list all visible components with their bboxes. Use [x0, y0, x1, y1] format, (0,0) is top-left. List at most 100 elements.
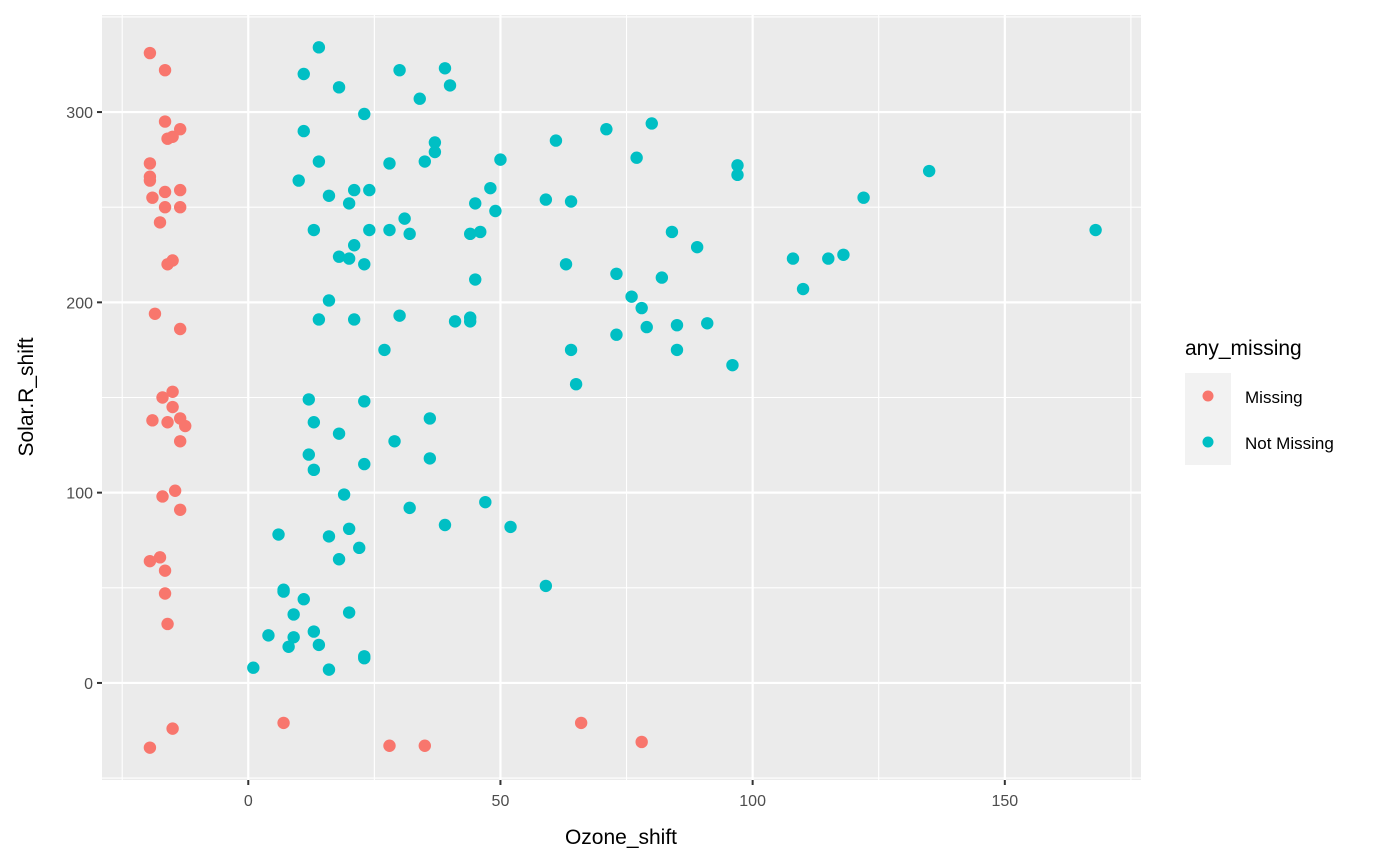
point-not-missing	[665, 225, 679, 239]
point-not-missing	[307, 416, 321, 429]
major-gridlines	[102, 15, 1141, 780]
point-not-missing	[277, 585, 290, 598]
point-missing	[158, 63, 172, 77]
point-missing	[161, 416, 174, 429]
point-not-missing	[670, 318, 684, 332]
point-missing	[179, 419, 192, 433]
point-not-missing	[302, 448, 315, 461]
point-not-missing	[549, 134, 563, 147]
point-not-missing	[625, 290, 638, 303]
point-not-missing	[731, 159, 744, 172]
point-not-missing	[312, 638, 326, 652]
point-not-missing	[484, 181, 497, 195]
point-not-missing	[337, 488, 351, 501]
point-missing	[143, 554, 157, 568]
point-not-missing	[600, 122, 613, 136]
point-not-missing	[358, 652, 371, 665]
point-not-missing	[796, 282, 810, 296]
point-missing	[161, 258, 174, 271]
point-not-missing	[655, 271, 669, 284]
point-not-missing	[307, 463, 321, 477]
point-not-missing	[494, 153, 507, 166]
point-not-missing	[670, 343, 684, 357]
point-not-missing	[287, 608, 300, 621]
point-not-missing	[640, 320, 653, 334]
point-not-missing	[282, 640, 295, 653]
point-not-missing	[701, 317, 714, 330]
point-not-missing	[463, 227, 477, 241]
point-missing	[166, 722, 179, 735]
point-not-missing	[418, 155, 431, 168]
point-not-missing	[292, 174, 305, 187]
x-axis: 0 50 100 150	[244, 780, 1018, 810]
point-not-missing	[393, 63, 406, 77]
point-not-missing	[347, 239, 361, 252]
point-not-missing	[922, 164, 936, 178]
legend-key-not-missing-icon	[1202, 436, 1214, 448]
point-not-missing	[363, 223, 376, 237]
point-not-missing	[1089, 223, 1102, 237]
point-missing	[173, 122, 187, 136]
point-not-missing	[358, 258, 371, 271]
x-tick-label: 150	[991, 793, 1018, 810]
point-not-missing	[438, 518, 452, 532]
y-axis-title: Solar.R_shift	[15, 337, 38, 456]
legend-title: any_missing	[1185, 337, 1302, 360]
point-not-missing	[443, 79, 457, 92]
point-missing	[153, 216, 167, 229]
point-not-missing	[398, 212, 411, 225]
legend-key-missing-icon	[1202, 390, 1214, 402]
point-not-missing	[342, 522, 356, 536]
point-not-missing	[569, 377, 583, 391]
y-tick-label: 300	[66, 105, 93, 122]
legend-label-missing: Missing	[1245, 388, 1303, 407]
point-missing	[143, 157, 157, 170]
point-not-missing	[559, 258, 573, 271]
point-not-missing	[489, 204, 502, 218]
point-not-missing	[287, 631, 300, 644]
point-not-missing	[297, 67, 310, 81]
point-missing	[146, 414, 159, 427]
point-not-missing	[262, 629, 275, 642]
data-points	[143, 41, 1102, 754]
point-not-missing	[353, 541, 366, 555]
point-missing	[158, 115, 172, 128]
point-not-missing	[413, 92, 426, 105]
point-not-missing	[332, 250, 346, 263]
legend: any_missing Missing Not Missing	[1185, 337, 1334, 465]
point-not-missing	[322, 189, 336, 202]
point-missing	[574, 716, 588, 730]
point-not-missing	[322, 294, 336, 307]
point-not-missing	[297, 124, 310, 138]
point-not-missing	[448, 315, 462, 328]
point-not-missing	[539, 193, 553, 206]
point-missing	[418, 739, 431, 752]
x-tick-label: 0	[244, 793, 253, 810]
x-axis-title: Ozone_shift	[565, 826, 677, 849]
point-not-missing	[610, 267, 623, 281]
point-missing	[161, 132, 174, 145]
point-missing	[158, 185, 172, 199]
point-not-missing	[378, 343, 391, 357]
point-missing	[148, 307, 162, 320]
point-not-missing	[332, 81, 346, 94]
point-missing	[635, 735, 648, 749]
point-not-missing	[312, 41, 326, 54]
point-not-missing	[347, 183, 361, 197]
point-not-missing	[332, 427, 346, 440]
point-missing	[156, 490, 169, 503]
point-missing	[173, 435, 187, 448]
point-not-missing	[312, 155, 326, 168]
point-not-missing	[383, 157, 396, 170]
point-not-missing	[383, 223, 396, 237]
point-not-missing	[358, 457, 371, 471]
point-not-missing	[645, 117, 658, 130]
point-missing	[173, 183, 187, 197]
point-not-missing	[363, 183, 376, 197]
point-not-missing	[479, 495, 492, 509]
y-axis: 0 100 200 300	[66, 105, 102, 693]
point-not-missing	[428, 136, 442, 149]
point-not-missing	[272, 528, 285, 541]
point-not-missing	[307, 223, 321, 237]
